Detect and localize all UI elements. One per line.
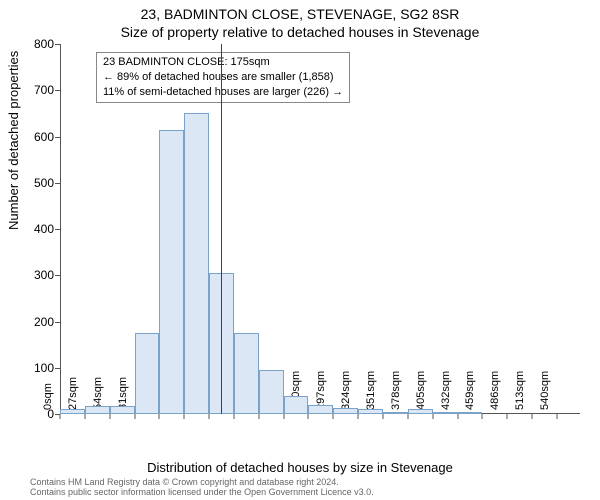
histogram-bar xyxy=(358,409,383,414)
x-tick-label: 459sqm xyxy=(464,371,476,414)
x-tick-mark xyxy=(333,414,334,419)
x-tick-label: 405sqm xyxy=(415,371,427,414)
plot-area: 23 BADMINTON CLOSE: 175sqm ← 89% of deta… xyxy=(60,44,580,414)
histogram-bar xyxy=(458,412,483,414)
x-tick-label: 513sqm xyxy=(514,371,526,414)
histogram-bar xyxy=(159,130,184,414)
annotation-line3: 11% of semi-detached houses are larger (… xyxy=(103,85,343,100)
x-tick-mark xyxy=(432,414,433,419)
histogram-bar xyxy=(333,408,358,414)
annotation-line1: 23 BADMINTON CLOSE: 175sqm xyxy=(103,55,343,70)
x-tick-mark xyxy=(233,414,234,419)
histogram-bar xyxy=(184,113,209,414)
histogram-bar xyxy=(383,412,408,414)
y-tick-mark xyxy=(55,275,60,276)
x-tick-mark xyxy=(358,414,359,419)
x-tick-label: 486sqm xyxy=(489,371,501,414)
x-tick-label: 351sqm xyxy=(365,371,377,414)
x-tick-mark xyxy=(209,414,210,419)
x-tick-mark xyxy=(109,414,110,419)
y-tick-mark xyxy=(55,229,60,230)
y-tick-mark xyxy=(55,322,60,323)
histogram-bar xyxy=(408,409,433,414)
chart-title-address: 23, BADMINTON CLOSE, STEVENAGE, SG2 8SR xyxy=(0,6,600,22)
histogram-bar xyxy=(433,412,458,414)
x-tick-mark xyxy=(482,414,483,419)
x-tick-label: 0sqm xyxy=(42,383,54,414)
x-tick-mark xyxy=(134,414,135,419)
y-tick-mark xyxy=(55,90,60,91)
x-tick-mark xyxy=(159,414,160,419)
footer: Contains HM Land Registry data © Crown c… xyxy=(0,478,600,498)
x-tick-mark xyxy=(258,414,259,419)
annotation-line2: ← 89% of detached houses are smaller (1,… xyxy=(103,70,343,85)
histogram-bar xyxy=(259,370,284,414)
histogram-bar xyxy=(110,406,135,414)
histogram-bar xyxy=(284,396,309,415)
x-axis-label: Distribution of detached houses by size … xyxy=(0,460,600,475)
y-tick-mark xyxy=(55,368,60,369)
y-tick-mark xyxy=(55,137,60,138)
x-tick-label: 432sqm xyxy=(440,371,452,414)
x-tick-label: 540sqm xyxy=(539,371,551,414)
histogram-bar xyxy=(234,333,259,414)
x-tick-mark xyxy=(457,414,458,419)
x-tick-mark xyxy=(283,414,284,419)
histogram-bar xyxy=(308,405,333,414)
x-tick-mark xyxy=(184,414,185,419)
chart-subtitle: Size of property relative to detached ho… xyxy=(0,24,600,40)
histogram-bar xyxy=(135,333,160,414)
y-tick-mark xyxy=(55,183,60,184)
footer-line2: Contains public sector information licen… xyxy=(30,488,600,498)
x-tick-mark xyxy=(60,414,61,419)
chart-container: 23, BADMINTON CLOSE, STEVENAGE, SG2 8SR … xyxy=(0,0,600,500)
x-tick-mark xyxy=(84,414,85,419)
x-tick-mark xyxy=(308,414,309,419)
x-tick-mark xyxy=(532,414,533,419)
annotation-box: 23 BADMINTON CLOSE: 175sqm ← 89% of deta… xyxy=(96,52,350,103)
y-tick-mark xyxy=(55,44,60,45)
histogram-bar xyxy=(60,409,85,414)
histogram-bar xyxy=(85,406,110,414)
reference-line xyxy=(221,44,222,414)
x-tick-mark xyxy=(507,414,508,419)
y-axis-label: Number of detached properties xyxy=(6,51,21,230)
x-tick-label: 378sqm xyxy=(390,371,402,414)
x-tick-mark xyxy=(556,414,557,419)
x-tick-mark xyxy=(407,414,408,419)
x-tick-mark xyxy=(383,414,384,419)
